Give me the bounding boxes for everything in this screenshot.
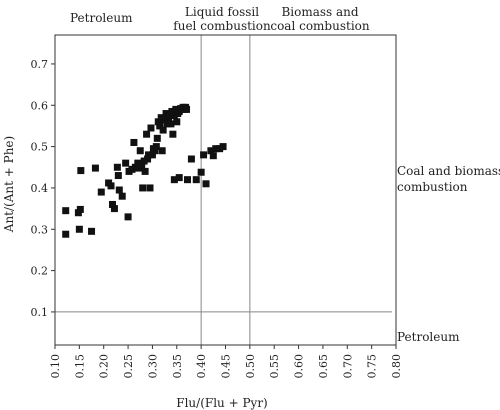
x-tick-label: 0.40 — [195, 354, 208, 379]
data-point — [136, 147, 144, 155]
data-point — [170, 176, 178, 184]
y-axis-title: Ant/(Ant + Phe) — [2, 136, 16, 233]
data-point — [209, 152, 217, 160]
vertical-reference-lines — [200, 35, 251, 345]
data-point — [219, 143, 227, 151]
x-tick-label: 0.60 — [293, 354, 306, 379]
data-point — [175, 174, 183, 182]
data-point — [141, 167, 149, 175]
region-label-liquid-fossil: Liquid fossil — [185, 5, 259, 19]
x-tick-label: 0.35 — [171, 354, 184, 379]
region-label-fuel-combustion: fuel combustion — [173, 19, 271, 33]
x-tick-label: 0.50 — [244, 354, 257, 379]
data-point — [173, 118, 181, 126]
data-point — [159, 126, 167, 134]
data-point — [110, 205, 118, 213]
data-point — [153, 134, 161, 142]
data-point — [138, 161, 146, 169]
data-point — [169, 130, 177, 138]
data-point — [152, 143, 160, 151]
data-point — [143, 130, 151, 138]
x-tick-label: 0.75 — [366, 354, 379, 379]
x-tick-label: 0.55 — [268, 354, 281, 379]
x-tick-label: 0.70 — [341, 354, 354, 379]
data-point — [202, 180, 210, 188]
x-tick-label: 0.25 — [122, 354, 135, 379]
data-point — [163, 120, 171, 128]
data-point — [197, 168, 205, 176]
data-point — [97, 188, 105, 196]
data-point — [144, 155, 152, 163]
y-tick-label: 0.1 — [31, 306, 49, 319]
y-tick-label: 0.3 — [31, 223, 49, 236]
data-point — [108, 200, 116, 208]
y-tick-label: 0.7 — [31, 58, 49, 71]
data-point — [165, 112, 173, 120]
region-label-petroleum-right: Petroleum — [397, 330, 460, 344]
x-axis: 0.10 0.15 0.20 0.25 0.30 0.35 0.40 0.45 0.50 0.55… — [49, 345, 403, 379]
data-point — [187, 155, 195, 163]
x-tick-label: 0.10 — [49, 354, 62, 379]
data-point — [130, 138, 138, 146]
data-point — [184, 176, 192, 184]
region-label-coal-combustion: coal combustion — [270, 19, 370, 33]
data-point — [118, 192, 126, 200]
y-tick-label: 0.6 — [31, 99, 49, 112]
region-label-combustion: combustion — [397, 180, 468, 194]
data-point — [88, 227, 96, 235]
region-label-petroleum-top: Petroleum — [70, 11, 133, 25]
region-label-coal-biomass: Coal and biomass — [397, 164, 500, 178]
data-point — [75, 225, 83, 233]
x-tick-label: 0.15 — [73, 354, 86, 379]
data-point — [167, 120, 175, 128]
data-point — [124, 213, 132, 221]
data-point — [76, 205, 84, 213]
y-tick-label: 0.2 — [31, 265, 49, 278]
data-point — [168, 107, 176, 115]
x-tick-label: 0.65 — [317, 354, 330, 379]
data-point — [62, 230, 70, 238]
x-tick-label: 0.45 — [220, 354, 233, 379]
data-point — [146, 184, 154, 192]
data-point — [154, 118, 162, 126]
data-point — [148, 151, 156, 159]
data-point — [62, 207, 70, 215]
data-point — [115, 186, 123, 194]
data-point — [147, 124, 155, 132]
data-point — [200, 151, 208, 159]
x-tick-label: 0.20 — [98, 354, 111, 379]
data-point — [145, 151, 153, 159]
x-tick-label: 0.30 — [146, 354, 159, 379]
data-point — [151, 147, 159, 155]
data-point — [77, 167, 85, 175]
data-point — [139, 184, 147, 192]
x-axis-title: Flu/(Flu + Pyr) — [176, 396, 267, 410]
data-point — [114, 172, 122, 180]
y-axis: 0.1 0.2 0.3 0.4 0.5 0.6 0.7 — [31, 58, 55, 319]
data-point — [91, 164, 99, 172]
data-point — [212, 145, 220, 153]
data-point — [107, 182, 115, 190]
data-point — [161, 116, 169, 124]
plot-frame — [54, 34, 397, 346]
data-point — [192, 176, 200, 184]
data-point — [207, 147, 215, 155]
data-point — [134, 159, 142, 167]
region-label-biomass-and: Biomass and — [281, 5, 358, 19]
y-tick-label: 0.5 — [31, 141, 49, 154]
data-point — [122, 159, 130, 167]
y-tick-label: 0.4 — [31, 182, 49, 195]
data-point — [158, 147, 166, 155]
data-points — [62, 103, 227, 238]
data-point — [156, 122, 164, 130]
data-point — [183, 105, 191, 113]
data-point — [113, 163, 121, 171]
x-tick-label: 0.80 — [390, 354, 403, 379]
